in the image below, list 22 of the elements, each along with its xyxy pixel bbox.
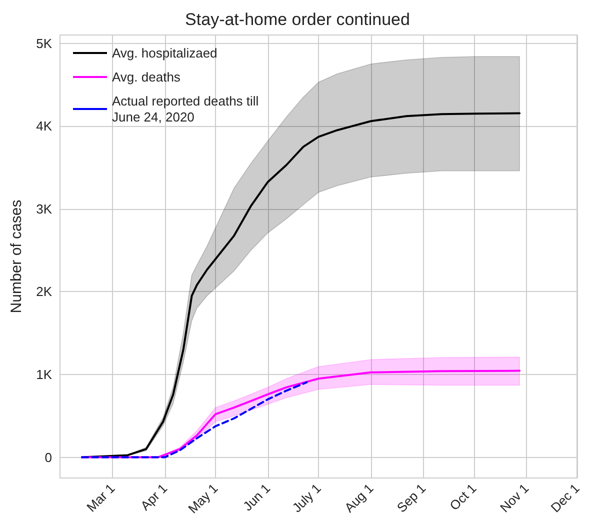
legend-label: Actual reported deaths till June 24, 2020	[112, 94, 262, 124]
y-axis-title: Number of cases	[8, 200, 25, 314]
x-tick-label: Jun 1	[240, 480, 274, 514]
x-tick-label: Aug 1	[342, 480, 376, 516]
x-tick-label: May 1	[185, 480, 221, 516]
x-tick-label: Apr 1	[137, 480, 170, 514]
x-tick-label: Dec 1	[548, 480, 582, 516]
y-tick-label: 2K	[36, 284, 52, 300]
x-tick-label: Oct 1	[446, 480, 480, 514]
y-tick-label: 3K	[36, 201, 52, 216]
x-tick-label: July 1	[289, 480, 324, 516]
legend-label: Avg. deaths	[112, 70, 181, 84]
y-tick-label: 5K	[36, 36, 52, 51]
x-tick-label: Mar 1	[84, 480, 118, 515]
y-tick-label: 4K	[36, 118, 52, 134]
legend-label: Avg. hospitalizaed	[112, 46, 218, 60]
x-tick-label: Nov 1	[497, 480, 532, 516]
line-series	[80, 381, 308, 458]
y-tick-label: 1K	[36, 366, 52, 382]
x-tick-label: Sep 1	[394, 480, 429, 516]
chart-title: Stay-at-home order continued	[185, 10, 410, 29]
y-tick-label: 0	[44, 450, 52, 465]
